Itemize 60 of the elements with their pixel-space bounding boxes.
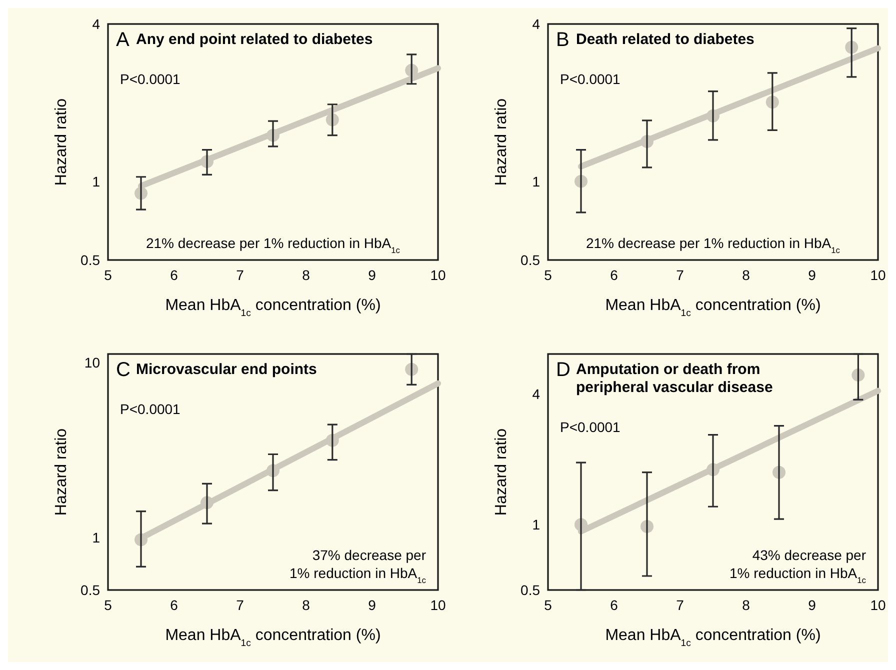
y-tick-label: 0.5 xyxy=(80,252,100,268)
x-tick-label: 5 xyxy=(104,267,112,283)
x-axis-title: Mean HbA$_{1c}$ concentration (%) xyxy=(605,627,821,648)
x-tick-label: 8 xyxy=(302,267,310,283)
text: Any end point related to diabetes xyxy=(136,31,373,48)
annotation: B xyxy=(556,29,570,51)
x-tick-label: 6 xyxy=(170,597,178,613)
annotation: 37% decrease per 1% reduction in HbA$_{1c}$ xyxy=(290,547,426,585)
text: Amputation or death from peripheral vascular disease xyxy=(576,361,773,396)
y-axis-title: Hazard ratio xyxy=(493,428,510,516)
x-tick-label: 8 xyxy=(742,267,750,283)
y-tick-label: 1 xyxy=(92,173,100,190)
x-tick-label: 6 xyxy=(170,267,178,283)
x-axis-title: Mean HbA$_{1c}$ concentration (%) xyxy=(165,627,381,648)
y-axis-title: Hazard ratio xyxy=(53,98,70,186)
x-tick-label: 7 xyxy=(676,267,684,283)
annotation: 43% decrease per 1% reduction in HbA$_{1c}$ xyxy=(730,547,866,585)
x-tick-label: 5 xyxy=(544,267,552,283)
y-tick-label: 0.5 xyxy=(520,582,540,598)
x-tick-label: 9 xyxy=(368,597,376,613)
x-tick-label: 10 xyxy=(870,597,886,613)
x-tick-label: 8 xyxy=(742,597,750,613)
x-tick-label: 10 xyxy=(430,267,446,283)
annotation: D xyxy=(556,359,570,381)
y-tick-label: 4 xyxy=(92,16,100,32)
y-tick-label: 10 xyxy=(84,354,100,371)
annotation: 21% decrease per 1% reduction in HbA$_{1c}$ xyxy=(586,235,840,255)
y-tick-label: 1 xyxy=(532,516,540,533)
y-tick-label: 0.5 xyxy=(80,582,100,598)
y-axis-title: Hazard ratio xyxy=(493,98,510,186)
x-tick-label: 9 xyxy=(808,267,816,283)
text: Microvascular end points xyxy=(136,361,317,378)
x-tick-label: 9 xyxy=(368,267,376,283)
y-tick-label: 4 xyxy=(532,386,540,402)
annotation: P<0.0001 xyxy=(560,419,621,435)
x-tick-label: 9 xyxy=(808,597,816,613)
x-tick-label: 10 xyxy=(870,267,886,283)
annotation: P<0.0001 xyxy=(120,71,181,87)
x-tick-label: 6 xyxy=(610,267,618,283)
x-tick-label: 7 xyxy=(236,597,244,613)
y-tick-label: 4 xyxy=(532,16,540,32)
x-tick-label: 8 xyxy=(302,597,310,613)
text: Death related to diabetes xyxy=(576,31,754,48)
x-tick-label: 10 xyxy=(430,597,446,613)
annotation: P<0.0001 xyxy=(560,71,621,87)
x-tick-label: 7 xyxy=(236,267,244,283)
x-tick-label: 5 xyxy=(544,597,552,613)
annotation: P<0.0001 xyxy=(120,401,181,417)
y-tick-label: 0.5 xyxy=(520,252,540,268)
annotation: 21% decrease per 1% reduction in HbA$_{1c}$ xyxy=(146,235,400,255)
y-tick-label: 1 xyxy=(92,529,100,546)
y-tick-label: 1 xyxy=(532,173,540,190)
x-tick-label: 6 xyxy=(610,597,618,613)
annotation: A xyxy=(116,29,130,51)
x-tick-label: 7 xyxy=(676,597,684,613)
x-axis-title: Mean HbA$_{1c}$ concentration (%) xyxy=(605,297,821,318)
x-tick-label: 5 xyxy=(104,597,112,613)
x-axis-title: Mean HbA$_{1c}$ concentration (%) xyxy=(165,297,381,318)
y-axis-title: Hazard ratio xyxy=(53,428,70,516)
annotation: C xyxy=(116,359,130,381)
